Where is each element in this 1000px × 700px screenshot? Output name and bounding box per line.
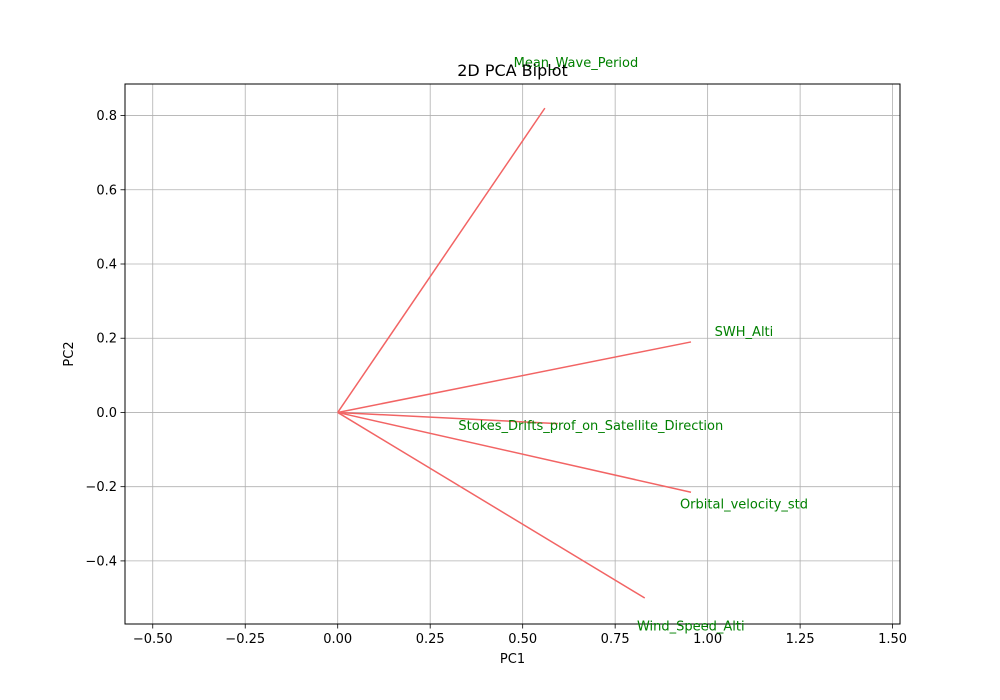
loading-vector: [337, 411, 692, 493]
y-tick-label: −0.2: [85, 480, 117, 495]
y-tick-label: 0.2: [96, 332, 117, 347]
loading-label: Stokes_Drifts_prof_on_Satellite_Directio…: [458, 419, 723, 434]
y-tick-label: 0.8: [96, 109, 117, 124]
y-axis-label: PC2: [62, 341, 77, 366]
x-axis-ticks: −0.50 −0.25 0.00 0.25 0.50 0.75 1.00 1.25 1.50: [133, 624, 907, 647]
loading-label: SWH_Alti: [715, 325, 774, 340]
loading-vector: [337, 411, 558, 425]
x-tick-label: 0.75: [601, 632, 630, 647]
x-tick-label: 1.50: [878, 632, 907, 647]
loading-vectors: [337, 107, 692, 599]
x-tick-label: −0.50: [133, 632, 173, 647]
plot-frame: [124, 83, 901, 625]
x-tick-label: 0.50: [508, 632, 537, 647]
y-tick-label: 0.0: [96, 406, 117, 421]
loading-label: Mean_Wave_Period: [514, 56, 639, 71]
y-axis-ticks: −0.4 −0.2 0.0 0.2 0.4 0.6 0.8: [85, 109, 125, 569]
loading-vector: [337, 411, 646, 599]
y-tick-label: 0.6: [96, 183, 117, 198]
x-tick-label: 1.00: [693, 632, 722, 647]
loading-label: Orbital_velocity_std: [680, 498, 808, 513]
y-tick-label: −0.4: [85, 554, 117, 569]
loading-labels: Mean_Wave_Period SWH_Alti Stokes_Drifts_pr…: [458, 56, 808, 634]
grid: [125, 84, 900, 624]
x-axis-label: PC1: [500, 652, 525, 667]
chart-title: 2D PCA Biplot: [457, 61, 568, 80]
x-tick-label: 1.25: [786, 632, 815, 647]
x-tick-label: −0.25: [225, 632, 265, 647]
x-tick-label: 0.00: [323, 632, 352, 647]
loading-vector: [337, 341, 692, 414]
loading-vector: [337, 107, 546, 413]
y-tick-label: 0.4: [96, 258, 117, 273]
x-tick-label: 0.25: [416, 632, 445, 647]
loading-label: Wind_Speed_Alti: [637, 619, 745, 634]
